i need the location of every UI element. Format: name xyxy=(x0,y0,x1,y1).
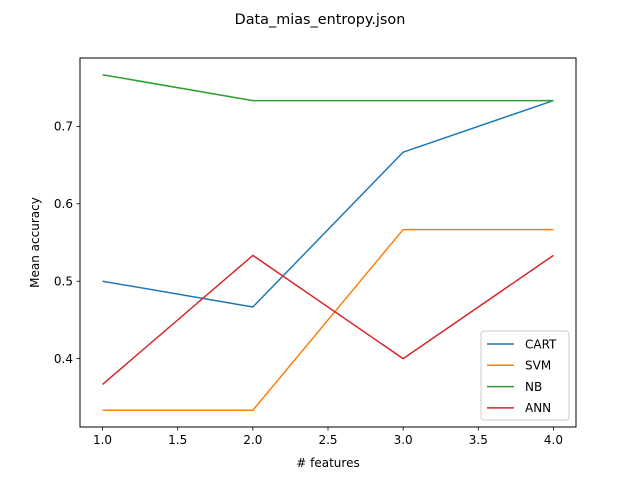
y-axis-title: Mean accuracy xyxy=(28,197,42,288)
legend-label-nb: NB xyxy=(525,380,542,394)
x-tick-label: 2.5 xyxy=(318,433,337,447)
series-line-svm xyxy=(102,228,554,412)
legend-label-svm: SVM xyxy=(525,359,551,373)
y-axis: 0.4 0.5 0.6 0.7 xyxy=(54,120,80,366)
legend-box xyxy=(480,330,570,421)
x-axis: 1.0 1.5 2.0 2.5 3.0 3.5 4.0 xyxy=(93,427,563,447)
legend: CART SVM NB ANN xyxy=(480,330,570,421)
series-line-nb xyxy=(102,73,554,102)
x-tick-label: 4.0 xyxy=(544,433,563,447)
series-line-ann xyxy=(102,254,554,385)
y-tick-label: 0.4 xyxy=(54,352,73,366)
y-tick-label: 0.7 xyxy=(54,120,73,134)
x-tick-label: 2.0 xyxy=(243,433,262,447)
x-tick-label: 3.5 xyxy=(469,433,488,447)
y-tick-label: 0.5 xyxy=(54,275,73,289)
legend-label-cart: CART xyxy=(525,337,557,351)
plot-series xyxy=(102,73,554,412)
chart-title: Data_mias_entropy.json xyxy=(235,12,406,28)
series-line-cart xyxy=(102,99,554,308)
x-tick-label: 1.0 xyxy=(93,433,112,447)
x-tick-label: 3.0 xyxy=(394,433,413,447)
y-tick-label: 0.6 xyxy=(54,197,73,211)
x-tick-label: 1.5 xyxy=(168,433,187,447)
x-axis-title: # features xyxy=(296,456,359,470)
legend-label-ann: ANN xyxy=(525,401,551,415)
